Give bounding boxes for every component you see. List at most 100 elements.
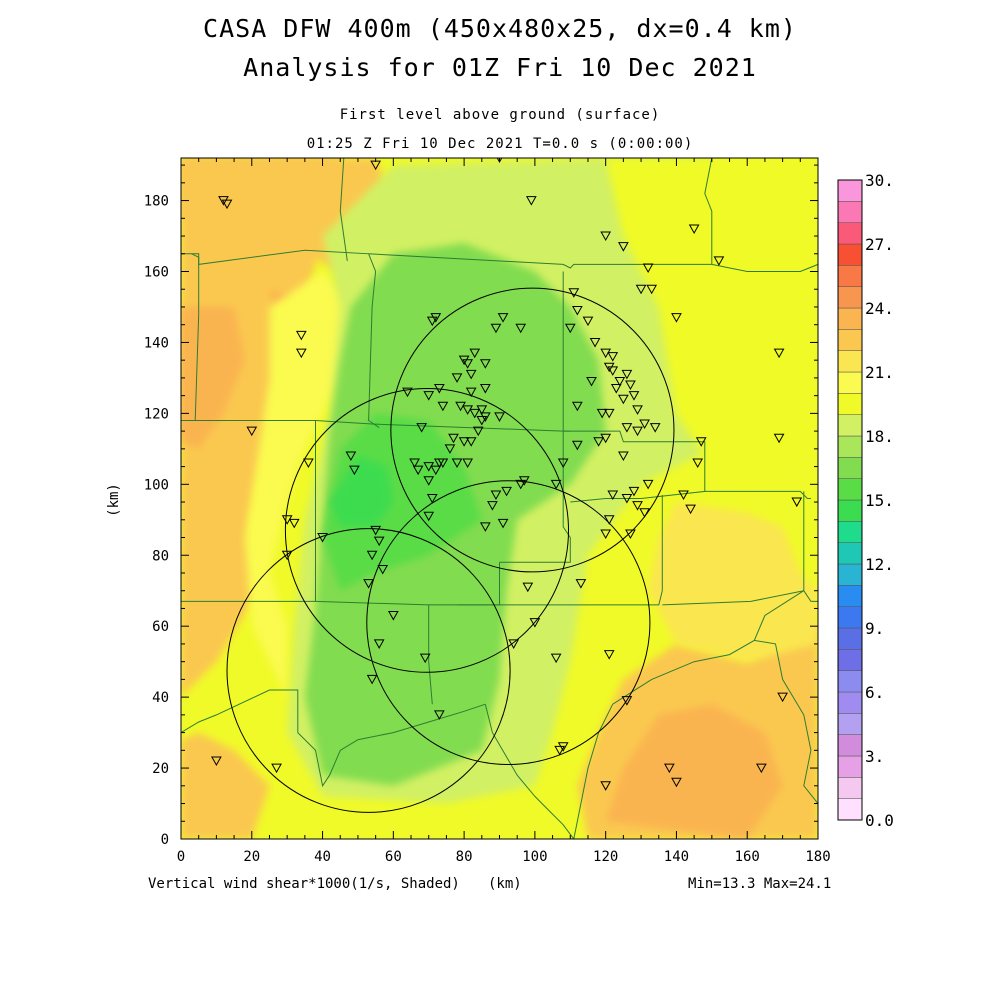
station-marker	[688, 224, 700, 234]
station-marker	[426, 494, 438, 504]
station-marker	[433, 710, 445, 720]
station-marker	[572, 401, 583, 412]
colorbar-swatch	[837, 286, 863, 309]
radar-range-circle	[284, 388, 570, 673]
colorbar-swatch	[837, 499, 863, 522]
x-tick-label: 120	[593, 849, 618, 865]
colorbar-frame	[837, 179, 863, 821]
station-marker	[370, 525, 381, 536]
station-marker	[469, 408, 481, 419]
station-marker	[791, 497, 803, 508]
county-boundary	[499, 537, 571, 563]
station-marker	[625, 529, 636, 539]
station-marker	[423, 476, 435, 486]
station-marker	[603, 408, 615, 419]
county-boundary	[315, 600, 433, 705]
colorbar-label: 27.	[865, 235, 894, 254]
station-marker	[777, 692, 788, 703]
colorbar-label: 30.	[865, 171, 894, 190]
station-marker	[550, 653, 562, 664]
colorbar-label: 3.	[865, 747, 884, 766]
x-tick-label: 100	[522, 849, 547, 865]
chart-subtitle: Analysis for 01Z Fri 10 Dec 2021	[243, 53, 757, 82]
y-tick-label: 60	[152, 619, 169, 635]
colorbar-label: 12.	[865, 555, 894, 574]
station-marker	[479, 384, 491, 394]
y-tick-label: 20	[152, 761, 169, 777]
station-marker	[568, 288, 580, 298]
field-region	[244, 271, 358, 698]
station-marker	[593, 437, 604, 447]
station-marker	[462, 359, 474, 369]
x-tick-label: 60	[385, 849, 402, 865]
station-marker	[642, 263, 654, 273]
station-marker	[557, 742, 569, 752]
station-marker	[773, 433, 785, 444]
y-tick-label: 0	[161, 832, 169, 848]
station-marker	[632, 426, 643, 437]
station-marker	[430, 313, 442, 323]
station-marker	[373, 639, 385, 649]
field-region	[605, 158, 818, 485]
station-marker	[603, 650, 615, 660]
station-marker	[625, 380, 636, 391]
station-marker	[462, 458, 474, 469]
colorbar-swatch	[837, 691, 863, 714]
colorbar-swatch	[837, 201, 863, 223]
station-marker	[572, 306, 583, 316]
field-region	[329, 455, 394, 527]
colorbar-swatch	[837, 670, 863, 693]
colorbar-label: 21.	[865, 363, 894, 382]
station-marker	[618, 394, 629, 405]
county-boundary	[711, 263, 818, 272]
station-marker	[600, 348, 612, 359]
x-tick-label: 0	[177, 849, 185, 865]
station-marker	[494, 412, 505, 422]
y-tick-label: 120	[144, 406, 169, 422]
station-marker	[600, 231, 612, 242]
station-marker	[455, 401, 466, 412]
station-marker	[515, 323, 527, 334]
station-marker	[639, 508, 650, 518]
station-marker	[646, 284, 658, 295]
station-marker	[451, 458, 463, 469]
station-marker	[685, 504, 696, 515]
colorbar-label: 0.0	[865, 811, 894, 830]
station-marker	[773, 348, 785, 359]
station-marker	[564, 323, 576, 334]
station-marker	[639, 419, 650, 430]
radar-range-circle	[390, 287, 675, 573]
station-marker	[444, 444, 456, 454]
field-region	[648, 502, 818, 662]
station-marker	[409, 458, 420, 469]
station-marker	[472, 426, 484, 437]
colorbar-label: 24.	[865, 299, 894, 318]
station-marker	[621, 696, 633, 706]
station-marker	[550, 479, 562, 490]
station-marker	[288, 518, 300, 529]
colorbar-label: 15.	[865, 491, 894, 510]
station-marker	[490, 323, 502, 334]
station-marker	[416, 423, 427, 433]
station-marker	[211, 756, 222, 766]
station-marker	[437, 458, 449, 469]
station-marker	[476, 405, 488, 415]
colorbar-label: 18.	[865, 427, 894, 446]
station-marker	[596, 408, 608, 419]
field-region	[181, 732, 270, 839]
station-marker	[377, 564, 389, 575]
y-tick-label: 140	[144, 335, 169, 351]
station-marker	[589, 337, 601, 348]
axes: 0 20 40 60 80 100 120 140 160 180 0 20 40 60 80 100 120 1…	[106, 158, 831, 865]
station-marker	[317, 533, 328, 543]
station-marker	[221, 199, 233, 210]
station-marker	[469, 348, 481, 359]
station-marker	[582, 316, 594, 327]
colorbar-swatch	[837, 627, 863, 650]
station-marker	[508, 639, 520, 649]
y-tick-label: 80	[152, 548, 169, 564]
county-boundary	[704, 490, 811, 499]
county-boundary	[339, 158, 348, 261]
station-marker	[281, 515, 293, 525]
county-boundary	[662, 590, 804, 606]
